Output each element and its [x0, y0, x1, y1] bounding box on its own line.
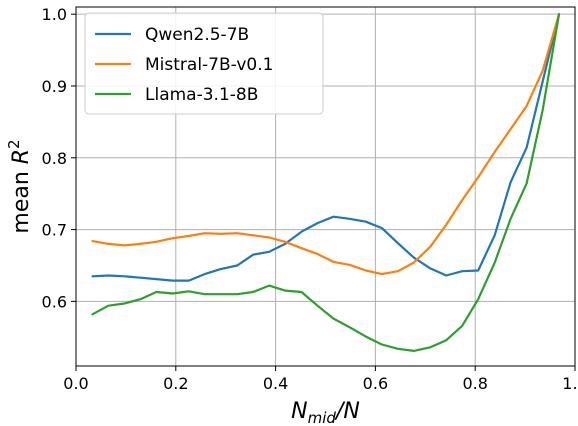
- x-tick-label: 1.0: [562, 374, 578, 393]
- x-tick-label: 0.4: [263, 374, 288, 393]
- legend-label: Mistral-7B-v0.1: [145, 55, 273, 75]
- legend-box: [84, 12, 324, 115]
- y-tick-label: 0.8: [42, 149, 67, 168]
- y-tick-label: 0.9: [42, 77, 67, 96]
- series-line-mistral-7b-v0-1: [91, 13, 561, 276]
- series-line-qwen2-5-7b: [91, 13, 561, 282]
- legend-label: Llama-3.1-8B: [145, 85, 258, 105]
- y-axis-label: mean R2: [5, 139, 34, 233]
- series-lines: [91, 13, 561, 352]
- y-tick-label: 0.7: [42, 221, 67, 240]
- x-tick-label: 0.6: [363, 374, 388, 393]
- x-tick-label: 0.8: [462, 374, 487, 393]
- y-tick-label: 0.6: [42, 292, 67, 311]
- y-tick-label: 1.0: [42, 5, 67, 24]
- x-axis-label: Nmid/N: [291, 399, 360, 426]
- legend: Qwen2.5-7B Mistral-7B-v0.1 Llama-3.1-8B: [84, 12, 324, 115]
- axis-ticks: 0.0 0.2 0.4 0.6 0.8 1.0 0.6 0.7 0.8 0.9 1.0: [42, 5, 578, 393]
- axis-labels: Nmid/N mean R2: [5, 139, 360, 426]
- legend-label: Qwen2.5-7B: [145, 25, 249, 45]
- series-line-llama-3-1-8b: [91, 13, 561, 352]
- x-tick-label: 0.2: [163, 374, 188, 393]
- plot-frame: [75, 6, 576, 367]
- x-tick-label: 0.0: [63, 374, 88, 393]
